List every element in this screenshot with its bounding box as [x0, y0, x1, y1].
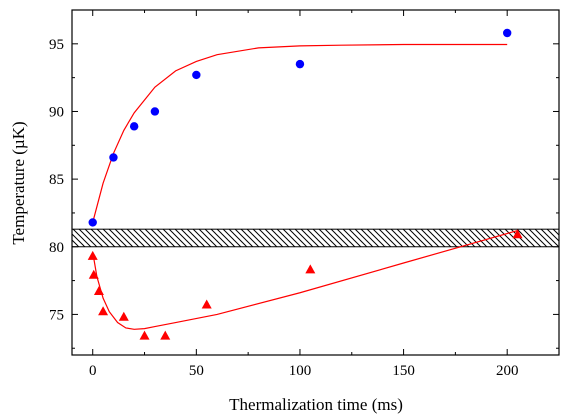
circle-point — [295, 59, 305, 69]
circle-point — [192, 70, 201, 80]
hatched-band-layer — [72, 228, 559, 248]
y-axis-label: Temperature (µK) — [9, 121, 28, 244]
x-tick-label: 50 — [189, 363, 204, 379]
triangle-point — [201, 299, 212, 309]
fit-curve-1 — [92, 43, 508, 223]
plot-frame — [71, 9, 560, 356]
circle-point — [150, 107, 160, 116]
y-tick-label: 75 — [49, 307, 64, 323]
x-tick-label: 150 — [392, 363, 415, 379]
triangle-point — [118, 311, 129, 321]
x-tick-label: 200 — [496, 363, 519, 379]
x-axis-label: Thermalization time (ms) — [229, 395, 403, 414]
triangle-point — [305, 264, 316, 274]
triangle-point — [98, 306, 109, 316]
triangle-point — [93, 286, 104, 296]
circle-point — [88, 218, 97, 227]
x-tick-label: 0 — [89, 363, 97, 379]
fit-curve-layer — [92, 43, 518, 330]
triangle-point — [139, 330, 150, 340]
triangle-point — [87, 250, 98, 260]
data-marker-layer — [87, 28, 523, 340]
triangle-point — [512, 229, 523, 239]
circle-point — [129, 122, 139, 131]
y-tick-label: 90 — [49, 104, 64, 120]
y-tick-label: 85 — [49, 172, 64, 188]
y-tick-label: 95 — [49, 37, 64, 53]
circle-point — [502, 28, 512, 38]
tick-layer: 0 50 100 150 200 75 80 85 90 95 — [49, 10, 559, 379]
circle-point — [109, 153, 118, 162]
fit-curve-2 — [92, 229, 518, 330]
triangle-point — [88, 269, 99, 279]
y-tick-label: 80 — [49, 240, 64, 256]
x-tick-label: 100 — [289, 363, 312, 379]
hatched-band — [72, 228, 559, 248]
triangle-point — [160, 330, 171, 340]
